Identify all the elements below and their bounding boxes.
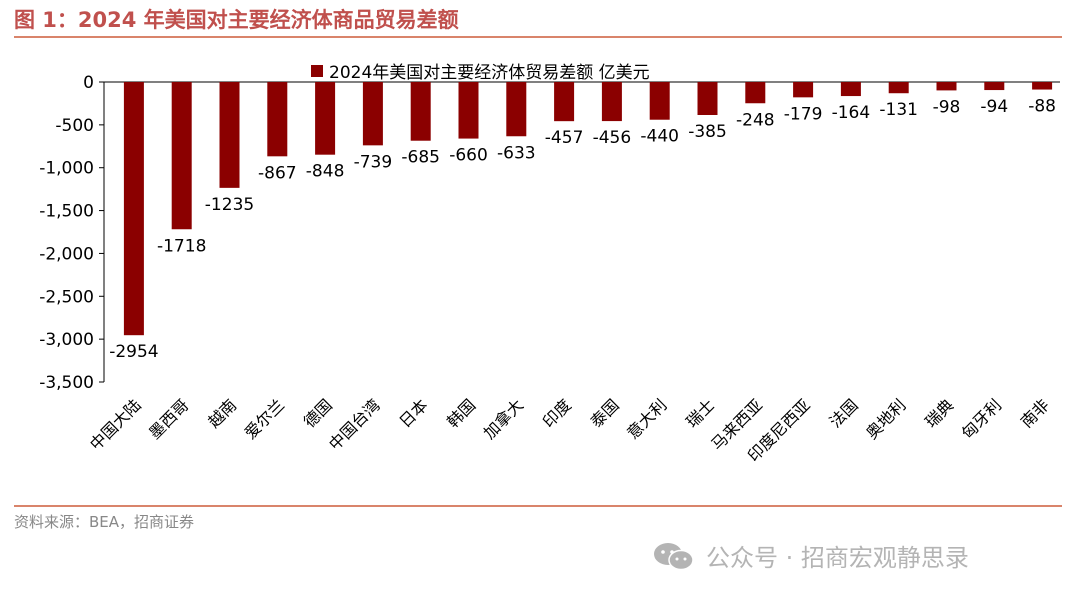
data-label: -179 bbox=[784, 104, 823, 124]
category-label: 奥地利 bbox=[862, 395, 909, 442]
data-label: -1235 bbox=[205, 195, 254, 215]
chart-legend: 2024年美国对主要经济体贸易差额 亿美元 bbox=[311, 58, 650, 83]
wechat-icon bbox=[654, 542, 694, 570]
bar bbox=[840, 82, 861, 97]
bar bbox=[936, 82, 957, 91]
data-label: -685 bbox=[401, 148, 440, 168]
y-tick-label: -3,500 bbox=[39, 373, 94, 393]
category-label: 墨西哥 bbox=[145, 395, 192, 442]
watermark: 公众号 · 招商宏观静思录 bbox=[652, 538, 969, 573]
category-label: 南非 bbox=[1017, 395, 1053, 431]
category-label: 德国 bbox=[300, 395, 336, 431]
y-tick-label: -1,000 bbox=[39, 159, 94, 179]
data-label: -2954 bbox=[109, 342, 158, 362]
title-divider bbox=[14, 36, 1062, 38]
bar bbox=[506, 82, 527, 137]
bar bbox=[267, 82, 288, 157]
data-label: -739 bbox=[354, 152, 393, 172]
data-label: -848 bbox=[306, 162, 345, 182]
y-tick-label: -2,500 bbox=[39, 287, 94, 307]
source-divider bbox=[14, 505, 1062, 507]
y-tick-label: -500 bbox=[55, 116, 94, 136]
bar bbox=[1032, 82, 1053, 90]
data-label: -457 bbox=[545, 128, 584, 148]
bar bbox=[697, 82, 718, 115]
bar bbox=[315, 82, 336, 155]
data-label: -131 bbox=[879, 100, 918, 120]
bar bbox=[410, 82, 431, 141]
category-label: 瑞典 bbox=[921, 395, 957, 431]
category-label: 泰国 bbox=[587, 395, 623, 431]
bar bbox=[123, 82, 144, 336]
bar bbox=[888, 82, 909, 94]
trade-balance-bar-chart: 0 -500 -1,000 -1,500 -2,000 -2,500 -3,000 -3,50… bbox=[39, 73, 1060, 465]
category-label: 中国大陆 bbox=[86, 395, 145, 454]
bar bbox=[601, 82, 622, 122]
data-label: -633 bbox=[497, 143, 536, 163]
figure-title: 图 1：2024 年美国对主要经济体商品贸易差额 bbox=[14, 8, 459, 32]
legend-label: 2024年美国对主要经济体贸易差额 亿美元 bbox=[329, 63, 650, 83]
category-label: 瑞士 bbox=[682, 395, 718, 431]
watermark-text: 公众号 · 招商宏观静思录 bbox=[706, 544, 969, 572]
data-label: -94 bbox=[980, 97, 1008, 117]
y-tick-label: -1,500 bbox=[39, 202, 94, 222]
category-label: 意大利 bbox=[623, 395, 670, 442]
category-label: 越南 bbox=[204, 395, 240, 431]
data-label: -456 bbox=[593, 128, 632, 148]
bar bbox=[171, 82, 192, 230]
y-tick-label: 0 bbox=[83, 73, 94, 93]
category-label: 中国台湾 bbox=[325, 395, 384, 454]
category-label: 日本 bbox=[395, 395, 431, 431]
data-label: -867 bbox=[258, 163, 297, 183]
bar bbox=[458, 82, 479, 139]
category-label: 加拿大 bbox=[480, 395, 527, 442]
category-label: 法国 bbox=[826, 395, 862, 431]
bar bbox=[219, 82, 240, 188]
category-label: 爱尔兰 bbox=[241, 395, 288, 442]
data-label: -248 bbox=[736, 110, 775, 130]
bar bbox=[554, 82, 575, 122]
data-label: -88 bbox=[1028, 97, 1056, 117]
data-label: -660 bbox=[449, 146, 488, 166]
bar bbox=[745, 82, 766, 104]
data-label: -98 bbox=[933, 97, 961, 117]
data-label: -440 bbox=[640, 127, 679, 147]
data-label: -1718 bbox=[157, 236, 206, 256]
data-label: -164 bbox=[832, 103, 871, 123]
data-label: -385 bbox=[688, 122, 727, 142]
category-label: 印度 bbox=[539, 395, 575, 431]
y-tick-label: -3,000 bbox=[39, 330, 94, 350]
bar bbox=[362, 82, 383, 146]
legend-swatch bbox=[311, 64, 323, 77]
bar bbox=[649, 82, 670, 120]
bar bbox=[984, 82, 1005, 91]
bar bbox=[793, 82, 814, 98]
source-note: 资料来源：BEA，招商证券 bbox=[14, 513, 195, 531]
category-label: 韩国 bbox=[443, 395, 479, 431]
category-label: 匈牙利 bbox=[958, 395, 1005, 442]
y-tick-label: -2,000 bbox=[39, 244, 94, 264]
